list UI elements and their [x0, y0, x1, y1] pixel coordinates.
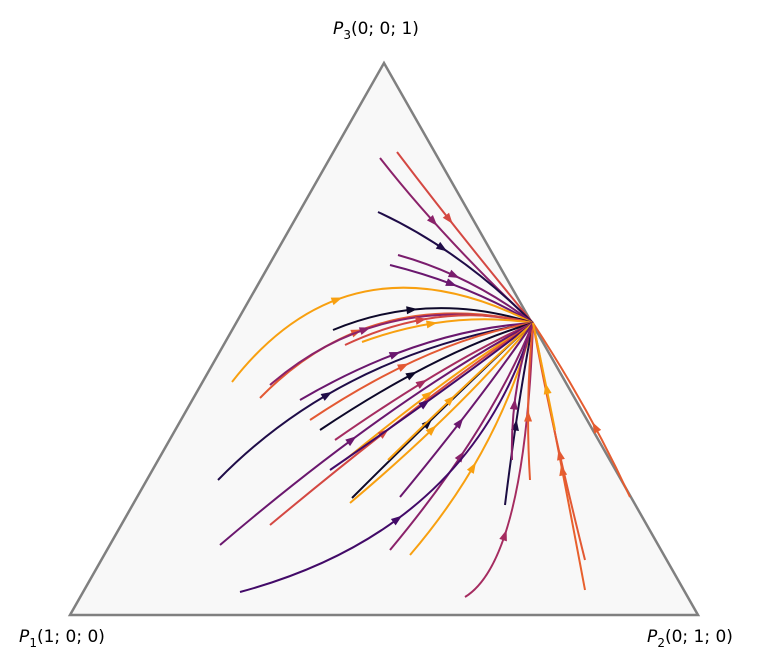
trajectory — [344, 322, 534, 461]
trajectory — [344, 314, 534, 346]
trajectory — [349, 322, 534, 504]
trajectory — [231, 286, 534, 383]
direction-arrow — [509, 398, 518, 410]
trajectory — [389, 322, 534, 551]
direction-arrow — [426, 320, 438, 329]
simplex — [67, 60, 701, 617]
trajectory — [397, 254, 534, 324]
direction-arrow — [345, 436, 357, 447]
direction-arrow — [466, 462, 476, 474]
direction-arrow — [405, 371, 417, 381]
direction-arrow — [442, 212, 453, 224]
trajectory — [464, 322, 534, 598]
direction-arrow — [592, 422, 602, 434]
trajectory — [319, 322, 534, 431]
trajectory — [332, 307, 534, 331]
trajectory — [361, 318, 534, 343]
trajectory — [309, 322, 534, 421]
trajectory — [527, 322, 534, 481]
trajectory — [217, 322, 534, 481]
direction-arrow — [435, 241, 448, 252]
vertex-label: P2(0; 1; 0) — [647, 627, 733, 650]
trajectory — [387, 322, 534, 461]
trajectory — [334, 322, 534, 441]
trajectory — [510, 322, 534, 461]
direction-arrow — [425, 425, 437, 436]
direction-arrow — [330, 297, 343, 306]
direction-arrow — [421, 391, 433, 402]
trajectory — [532, 322, 556, 431]
vertex-label: P1(1; 0; 0) — [19, 627, 105, 650]
direction-arrow — [426, 214, 438, 226]
vertex-label: P3(0; 0; 1) — [333, 19, 419, 42]
trajectory — [532, 322, 631, 498]
direction-arrow — [415, 316, 427, 325]
direction-arrow — [388, 351, 401, 360]
direction-arrow — [406, 306, 418, 315]
direction-arrow — [447, 269, 460, 278]
trajectory — [329, 322, 534, 471]
direction-arrow — [390, 515, 403, 526]
direction-arrow — [418, 399, 430, 410]
direction-arrow — [557, 449, 565, 461]
direction-arrow — [415, 379, 427, 389]
direction-arrow — [444, 395, 455, 407]
direction-arrow — [499, 529, 507, 542]
direction-arrow — [320, 391, 333, 401]
direction-arrow — [421, 418, 433, 430]
trajectory — [389, 264, 534, 324]
direction-arrow — [445, 278, 457, 286]
direction-arrow — [397, 363, 409, 372]
trajectory — [239, 322, 534, 593]
trajectory — [219, 322, 534, 546]
direction-arrow — [524, 410, 533, 422]
trajectory — [269, 322, 534, 526]
trajectories — [217, 151, 631, 598]
trajectory — [504, 322, 534, 506]
direction-arrow — [358, 327, 371, 335]
trajectory — [399, 322, 534, 498]
trajectory — [299, 322, 534, 401]
trajectory — [377, 211, 534, 324]
direction-arrow — [543, 383, 552, 395]
direction-arrow — [453, 417, 464, 430]
trajectory — [396, 151, 534, 324]
